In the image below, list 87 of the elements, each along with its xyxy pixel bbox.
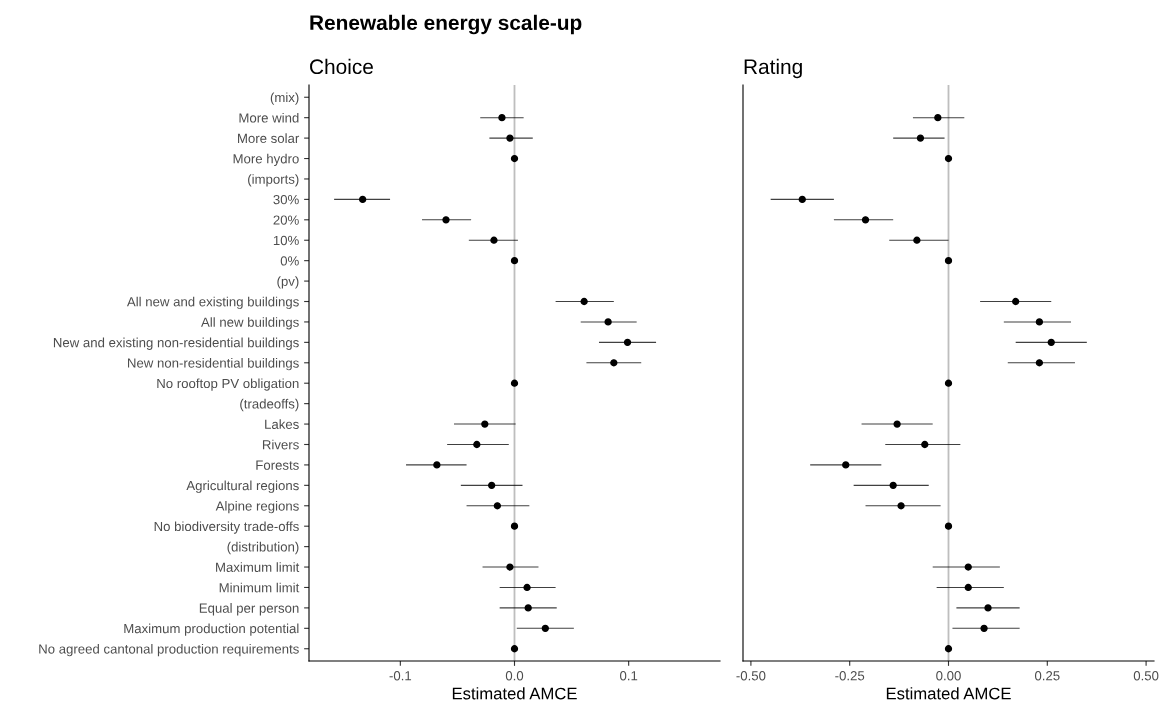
point (1035, 318, 1044, 326)
y-tick-label: New and existing non-residential buildings (53, 337, 299, 350)
point (934, 114, 942, 122)
y-tick-label: 10% (273, 235, 299, 246)
y-tick-label: Lakes (265, 419, 299, 429)
y-tick-label: More hydro (233, 153, 299, 167)
y-tick-label: Maximum limit (216, 562, 300, 572)
point (984, 604, 992, 612)
y-tick-label: All new and existing buildings (126, 296, 299, 310)
point (1012, 297, 1020, 306)
point (944, 379, 953, 387)
point (964, 563, 972, 571)
y-tick-label: 30% (273, 194, 299, 205)
y-tick-label: Forests (256, 460, 299, 470)
point (944, 645, 953, 653)
point (889, 481, 897, 489)
point (623, 338, 632, 347)
point (493, 502, 502, 510)
point (964, 583, 972, 592)
x-axis-title: Estimated AMCE (452, 687, 577, 700)
y-tick-label: 0% (280, 256, 299, 266)
point (798, 195, 806, 204)
point (916, 134, 925, 142)
point (944, 154, 953, 163)
point (944, 257, 953, 265)
point (510, 379, 519, 387)
point (442, 216, 450, 224)
point (488, 481, 496, 489)
x-tick-label: 0.50 (1133, 671, 1159, 681)
point (523, 583, 531, 592)
x-tick-label: 0.00 (936, 671, 961, 681)
point (944, 522, 953, 530)
y-tick-label: No agreed cantonal production requirements (39, 643, 299, 657)
y-tick-label: (tradeoffs) (240, 398, 299, 412)
y-tick-label: Minimum limit (219, 582, 300, 593)
point (897, 502, 905, 510)
y-tick-label: All new buildings (201, 317, 299, 330)
x-tick-label: -0.1 (389, 671, 412, 681)
x-tick-label: 0.0 (505, 671, 524, 681)
y-tick-label: Rivers (262, 439, 299, 450)
point (842, 461, 850, 469)
y-tick-label: No biodiversity trade-offs (154, 521, 299, 534)
y-tick-label: More solar (238, 133, 300, 144)
point (481, 420, 489, 428)
chart-subtitle: Rating (744, 58, 802, 79)
point (580, 297, 588, 306)
point (506, 563, 514, 571)
y-tick-label: (mix) (270, 92, 299, 105)
point (1047, 338, 1055, 347)
point (1035, 359, 1044, 367)
y-tick-label: No rooftop PV obligation (157, 378, 299, 391)
point (433, 461, 441, 469)
x-tick-label: 0.25 (1034, 671, 1060, 681)
x-tick-label: -0.50 (736, 671, 766, 681)
point (893, 420, 901, 428)
point (913, 236, 921, 244)
x-axis-title: Estimated AMCE (886, 687, 1011, 700)
y-tick-label: Equal per person (199, 603, 299, 616)
point (510, 154, 519, 163)
point (473, 440, 481, 449)
point (524, 604, 532, 612)
point (510, 257, 519, 265)
point (861, 216, 870, 224)
y-tick-label: Alpine regions (215, 500, 299, 514)
y-tick-label: Maximum production potential (124, 623, 299, 636)
chart-title: Renewable energy scale-up (310, 14, 582, 35)
x-tick-label: 0.1 (620, 671, 638, 681)
point (980, 624, 988, 632)
point (541, 624, 549, 632)
point (490, 236, 498, 244)
y-tick-label: (distribution) (227, 541, 299, 555)
point (921, 440, 929, 449)
point (610, 359, 618, 367)
y-tick-label: New non-residential buildings (128, 358, 299, 371)
y-tick-label: More wind (239, 112, 299, 123)
y-tick-label: 20% (273, 215, 299, 225)
chart-subtitle: Choice (310, 58, 373, 75)
point (506, 134, 514, 142)
y-tick-label: (imports) (248, 174, 299, 187)
point (604, 318, 612, 326)
y-tick-label: (pv) (277, 276, 299, 289)
point (510, 522, 519, 530)
y-tick-label: Agricultural regions (186, 480, 299, 493)
x-tick-label: -0.25 (835, 671, 865, 681)
point (359, 195, 367, 204)
point (498, 114, 506, 122)
point (510, 645, 519, 653)
